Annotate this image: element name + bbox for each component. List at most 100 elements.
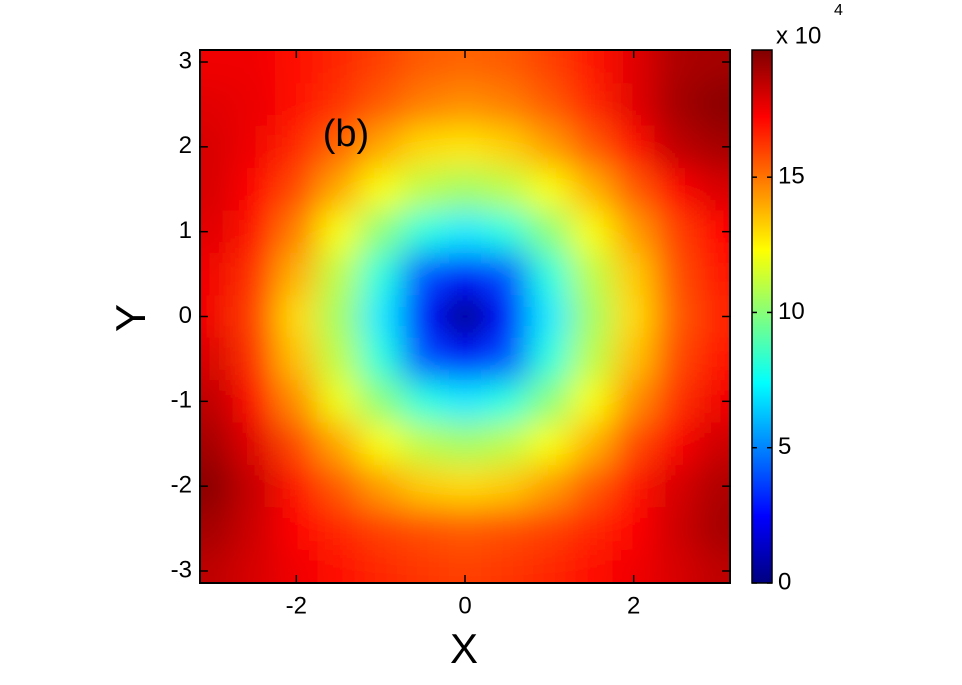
heat-cell — [612, 337, 656, 381]
heat-cell — [570, 168, 614, 211]
heat-cell — [233, 380, 276, 424]
heat-cell — [528, 337, 571, 381]
heat-cell — [654, 50, 698, 84]
heat-cell — [528, 50, 571, 84]
heatmap — [200, 50, 730, 583]
heat-cell — [443, 380, 487, 424]
heat-cell — [528, 295, 571, 339]
heat-cell — [200, 168, 234, 211]
heat-cell — [528, 252, 571, 296]
heat-cell — [443, 295, 487, 339]
heat-cell — [570, 125, 614, 169]
heat-cell — [275, 507, 318, 551]
heat-cell — [696, 50, 730, 84]
heat-cell — [401, 168, 445, 211]
y-tick-label: -1 — [171, 387, 192, 414]
heat-cell — [233, 125, 276, 169]
heat-cell — [486, 464, 529, 508]
heat-cell — [696, 380, 730, 424]
heat-cell — [612, 83, 656, 127]
heat-cell — [612, 125, 656, 169]
heat-cell — [570, 464, 614, 508]
colorbar — [751, 49, 773, 584]
annotation: (b) — [323, 113, 369, 155]
x-tick-label: 2 — [627, 592, 640, 619]
heat-cell — [654, 125, 698, 169]
heat-cell — [317, 295, 361, 339]
heat-cell — [570, 83, 614, 127]
heat-cell — [275, 210, 318, 254]
heat-cell — [443, 125, 487, 169]
heat-cell — [696, 549, 730, 583]
heat-cell — [528, 549, 571, 583]
heat-cell — [401, 422, 445, 466]
heat-cell — [443, 210, 487, 254]
heat-cell — [233, 83, 276, 127]
heat-cell — [528, 507, 571, 551]
heat-cell — [275, 295, 318, 339]
heat-cell — [200, 83, 234, 127]
heat-cell — [233, 422, 276, 466]
heat-cell — [654, 252, 698, 296]
y-tick-label: 1 — [179, 217, 192, 244]
heat-cell — [486, 380, 529, 424]
colorbar-tick-label: 15 — [778, 163, 805, 190]
heat-cell — [200, 549, 234, 583]
heat-cell — [486, 125, 529, 169]
heat-cell — [401, 295, 445, 339]
heat-cell — [275, 50, 318, 84]
heat-cell — [654, 380, 698, 424]
colorbar-tick-label: 0 — [778, 568, 791, 595]
heat-cell — [696, 83, 730, 127]
x-axis-label: X — [450, 625, 478, 672]
heat-cell — [359, 83, 403, 127]
heat-cell — [654, 83, 698, 127]
heat-cell — [401, 252, 445, 296]
heat-cell — [696, 210, 730, 254]
heat-cell — [443, 337, 487, 381]
heat-cell — [233, 549, 276, 583]
heat-cell — [654, 168, 698, 211]
y-tick-label: -2 — [171, 472, 192, 499]
heat-cell — [275, 337, 318, 381]
heat-cell — [486, 50, 529, 84]
heat-cell — [612, 252, 656, 296]
heat-cell — [317, 337, 361, 381]
heat-cell — [570, 549, 614, 583]
heat-cell — [612, 295, 656, 339]
heat-cell — [401, 125, 445, 169]
heat-cell — [570, 380, 614, 424]
heat-cell — [200, 252, 234, 296]
y-tick-label: 3 — [179, 47, 192, 74]
heat-cell — [401, 380, 445, 424]
heat-cell — [654, 210, 698, 254]
heat-cell — [443, 50, 487, 84]
y-tick-label: -3 — [171, 556, 192, 583]
heat-cell — [486, 422, 529, 466]
heat-cell — [317, 50, 361, 84]
heat-cell — [317, 252, 361, 296]
heat-cell — [654, 464, 698, 508]
heat-cell — [570, 507, 614, 551]
heat-cell — [612, 507, 656, 551]
heat-cell — [486, 210, 529, 254]
heat-cell — [233, 252, 276, 296]
x-tick-label: 0 — [458, 592, 471, 619]
heat-cell — [317, 464, 361, 508]
heat-cell — [317, 210, 361, 254]
heat-cell — [401, 337, 445, 381]
heat-cell — [486, 549, 529, 583]
heat-cell — [696, 337, 730, 381]
heat-cell — [233, 464, 276, 508]
heat-cell — [696, 422, 730, 466]
heat-cell — [528, 380, 571, 424]
heat-cell — [317, 168, 361, 211]
heat-cell — [200, 422, 234, 466]
heat-cell — [359, 380, 403, 424]
heat-cell — [359, 210, 403, 254]
heat-cell — [359, 422, 403, 466]
heat-cell — [200, 337, 234, 381]
heat-cell — [401, 210, 445, 254]
heat-cell — [528, 83, 571, 127]
